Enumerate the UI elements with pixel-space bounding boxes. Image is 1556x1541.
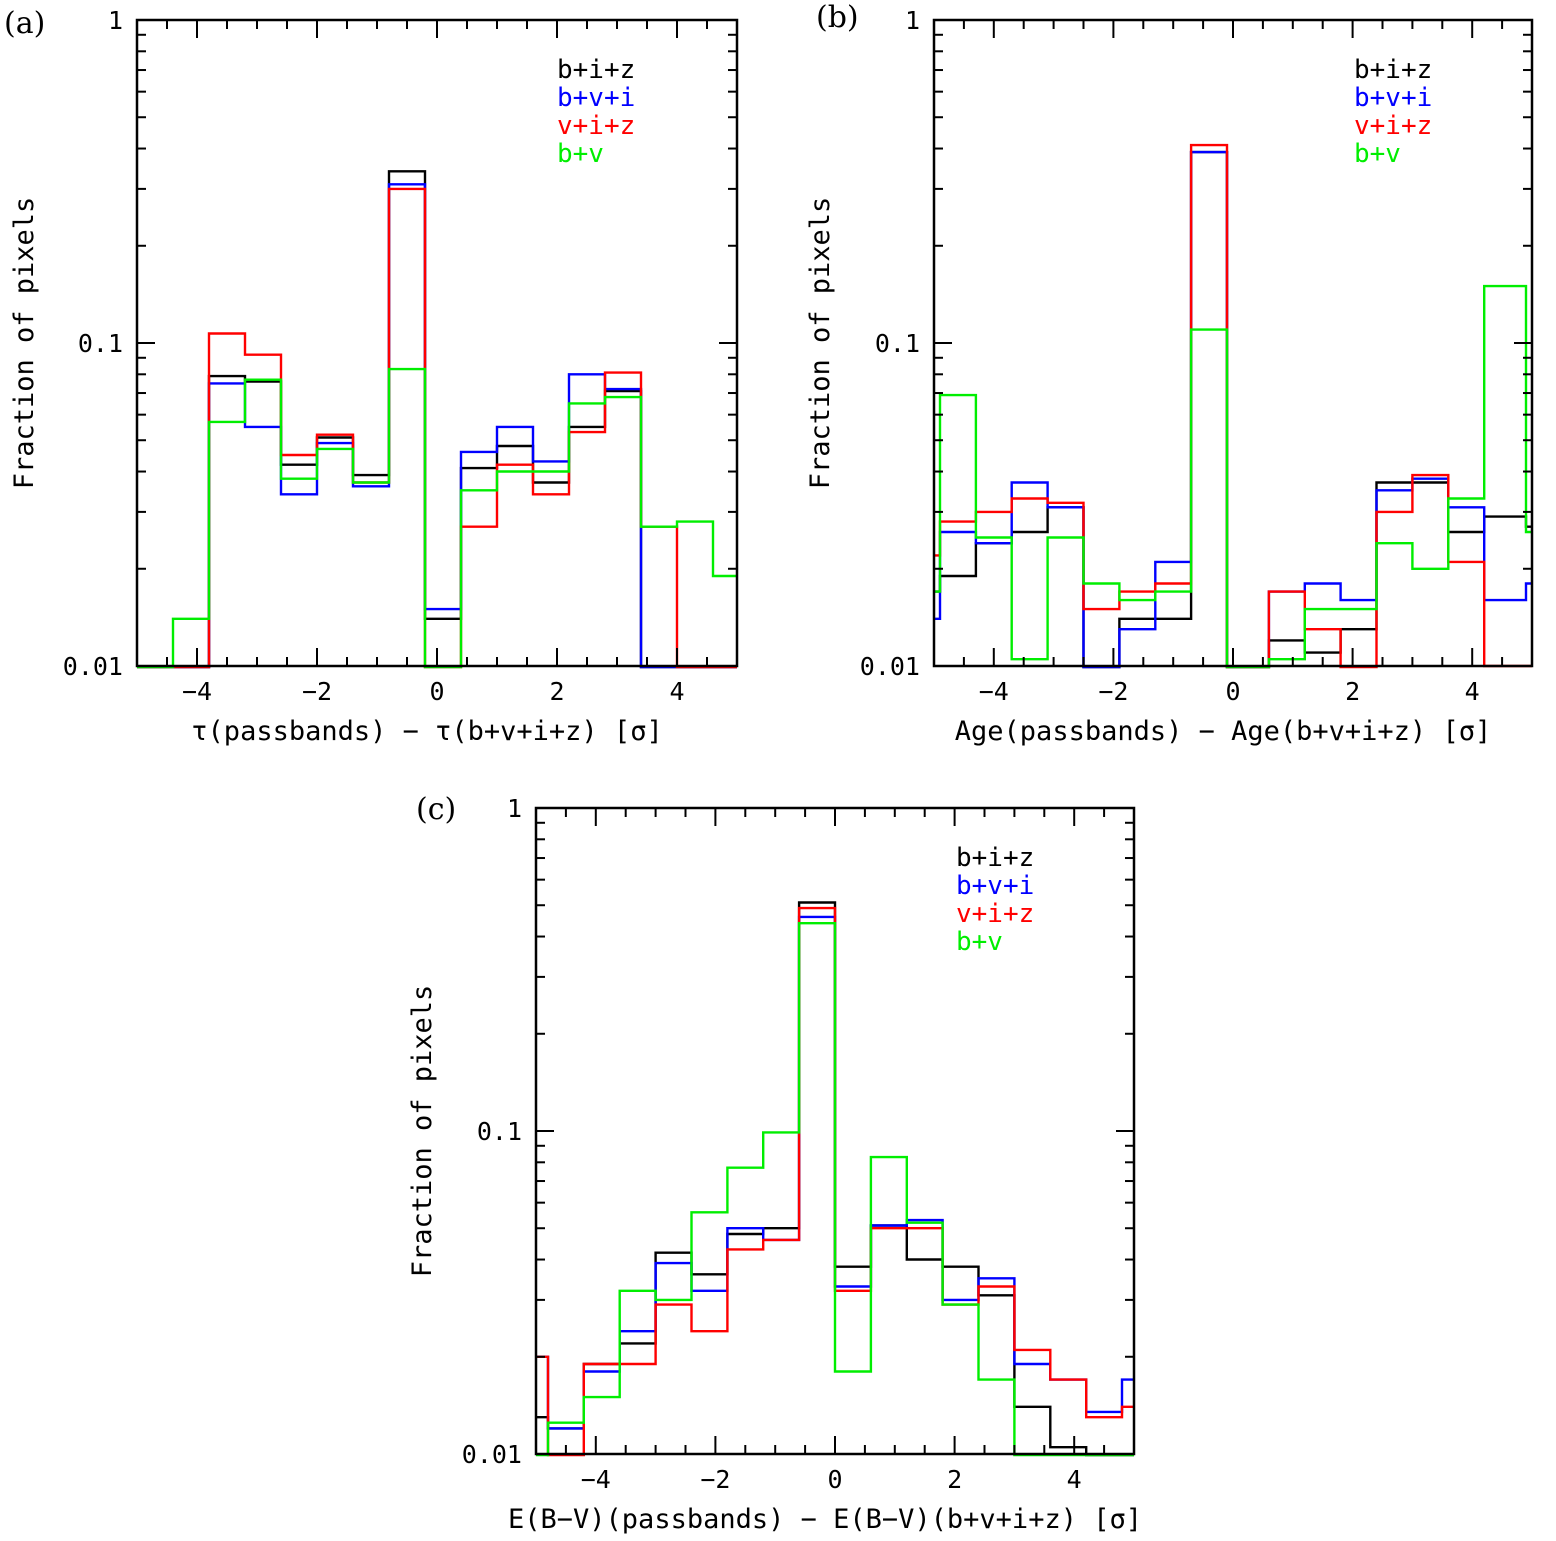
legend-entry: b+v+i xyxy=(1354,83,1432,113)
x-tick-label: −4 xyxy=(979,677,1009,706)
axis-ticks: −4 −2 0 2 4 0.01 0.1 1 xyxy=(860,6,1533,706)
panel-label: (c) xyxy=(416,792,456,827)
y-tick-label: 1 xyxy=(507,794,522,823)
chart-panel-a: (a) Fraction of pixels τ(passbands) − τ(… xyxy=(4,6,739,747)
histogram-series-b-i-z xyxy=(137,170,737,669)
y-axis-label: Fraction of pixels xyxy=(805,197,836,490)
legend-entry: b+v xyxy=(1354,139,1401,169)
legend-entry: v+i+z xyxy=(956,899,1034,929)
x-tick-label: 2 xyxy=(549,677,564,706)
x-axis-label: τ(passbands) − τ(b+v+i+z) [σ] xyxy=(191,716,662,747)
histogram-series-b-v-i xyxy=(934,150,1532,669)
legend-entry: v+i+z xyxy=(557,111,635,141)
y-tick-label: 1 xyxy=(905,6,920,35)
x-tick-label: 4 xyxy=(1067,1465,1082,1494)
panel-label: (b) xyxy=(816,0,859,35)
legend-entry: b+v+i xyxy=(956,871,1034,901)
chart-panel-b: (b) Fraction of pixels Age(passbands) − … xyxy=(805,0,1534,747)
histogram-series-b-v xyxy=(934,284,1532,669)
legend: b+i+zb+v+iv+i+zb+v xyxy=(956,843,1034,957)
x-tick-label: 0 xyxy=(827,1465,842,1494)
histogram-series-v-i-z xyxy=(137,187,737,669)
legend-entry: b+v+i xyxy=(557,83,635,113)
legend: b+i+zb+v+iv+i+zb+v xyxy=(1354,55,1432,169)
histogram-series-group xyxy=(934,143,1532,669)
histogram-series-b-v xyxy=(536,922,1134,1457)
axis-ticks: −4 −2 0 2 4 0.01 0.1 1 xyxy=(63,6,738,706)
x-tick-label: −4 xyxy=(182,677,212,706)
y-tick-label: 0.01 xyxy=(462,1440,522,1469)
y-tick-label: 0.01 xyxy=(63,652,123,681)
y-tick-label: 0.1 xyxy=(477,1117,522,1146)
legend-entry: v+i+z xyxy=(1354,111,1432,141)
histogram-series-group xyxy=(137,170,737,669)
plot-frame xyxy=(135,18,739,668)
x-tick-label: −2 xyxy=(1098,677,1128,706)
histogram-series-v-i-z xyxy=(934,143,1532,669)
histogram-series-b-i-z xyxy=(934,150,1532,669)
histogram-series-b-v-i xyxy=(137,183,737,669)
chart-panel-c: (c) Fraction of pixels E(B−V)(passbands)… xyxy=(407,792,1142,1535)
panel-label: (a) xyxy=(4,6,45,41)
x-tick-label: −2 xyxy=(302,677,332,706)
y-tick-label: 1 xyxy=(108,6,123,35)
x-tick-label: −2 xyxy=(700,1465,730,1494)
y-axis-label: Fraction of pixels xyxy=(407,985,438,1278)
y-tick-label: 0.1 xyxy=(78,329,123,358)
y-tick-label: 0.1 xyxy=(875,329,920,358)
x-tick-label: 4 xyxy=(1465,677,1480,706)
legend-entry: b+v xyxy=(956,927,1003,957)
histogram-series-group xyxy=(536,901,1134,1457)
x-tick-label: 0 xyxy=(429,677,444,706)
legend-entry: b+i+z xyxy=(956,843,1034,873)
y-tick-label: 0.01 xyxy=(860,652,920,681)
x-tick-label: 2 xyxy=(1345,677,1360,706)
y-axis-label: Fraction of pixels xyxy=(9,197,40,490)
legend-entry: b+v xyxy=(557,139,604,169)
x-tick-label: −4 xyxy=(581,1465,611,1494)
x-tick-label: 2 xyxy=(947,1465,962,1494)
legend-entry: b+i+z xyxy=(1354,55,1432,85)
histogram-series-b-v xyxy=(137,367,737,669)
x-tick-label: 4 xyxy=(669,677,684,706)
x-axis-label: Age(passbands) − Age(b+v+i+z) [σ] xyxy=(955,716,1491,747)
legend: b+i+zb+v+iv+i+zb+v xyxy=(557,55,635,169)
x-tick-label: 0 xyxy=(1225,677,1240,706)
legend-entry: b+i+z xyxy=(557,55,635,85)
axis-ticks: −4 −2 0 2 4 0.01 0.1 1 xyxy=(462,794,1135,1494)
x-axis-label: E(B−V)(passbands) − E(B−V)(b+v+i+z) [σ] xyxy=(508,1504,1142,1535)
